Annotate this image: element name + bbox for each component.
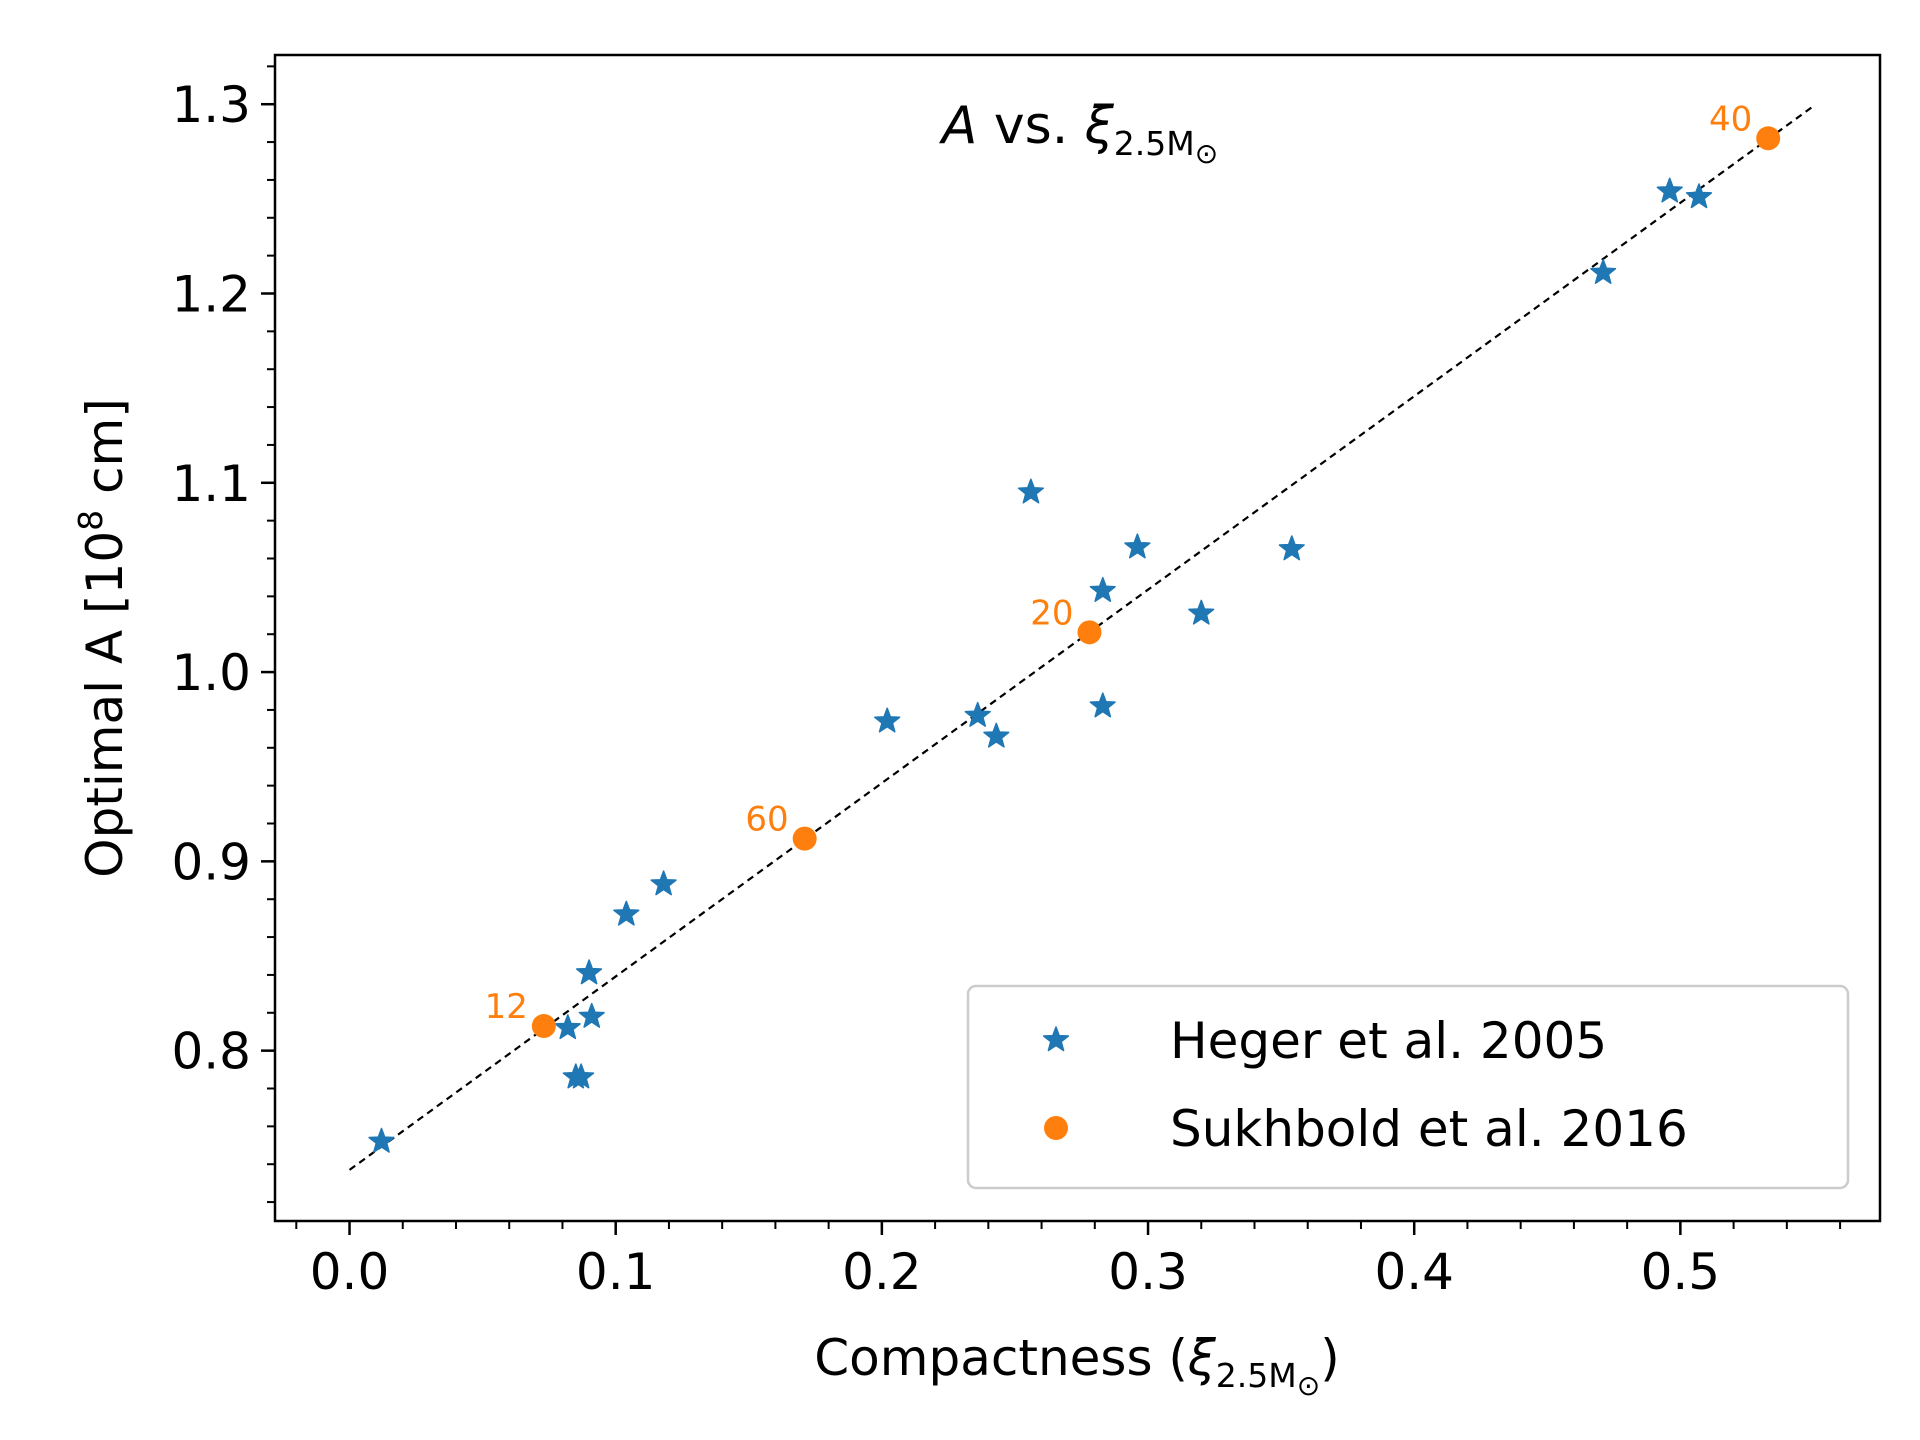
- heger-star-point: [575, 959, 603, 985]
- legend-box: [966, 984, 1850, 1190]
- heger-star-point: [983, 722, 1010, 748]
- heger-star-point: [1089, 576, 1116, 602]
- x-tick-label: 0.3: [1108, 1243, 1188, 1301]
- heger-star-point: [1278, 535, 1305, 561]
- legend: Heger et al. 2005 Sukhbold et al. 2016: [966, 984, 1850, 1190]
- sukhbold-circle-point: [531, 1014, 556, 1039]
- heger-star-point: [1017, 478, 1045, 504]
- chart-title: A vs. ξ2.5M⊙: [939, 96, 1218, 170]
- heger-star-point: [1188, 599, 1215, 625]
- heger-star-point: [1590, 258, 1617, 284]
- point-mass-label: 20: [1030, 593, 1073, 633]
- heger-star-point: [650, 870, 677, 896]
- x-tick-label: 0.5: [1641, 1243, 1721, 1301]
- point-mass-label: 40: [1709, 99, 1752, 139]
- heger-star-point: [1656, 177, 1683, 203]
- legend-circle-marker-shape: [1044, 1116, 1068, 1140]
- heger-star-point: [1124, 533, 1151, 559]
- x-tick-label: 0.1: [576, 1243, 656, 1301]
- legend-label-heger: Heger et al. 2005: [1170, 1012, 1607, 1070]
- y-axis-label: Optimal A [108 cm]: [71, 398, 134, 878]
- point-mass-label: 60: [745, 800, 788, 840]
- y-tick-label: 1.3: [171, 76, 251, 134]
- y-tick-label: 0.8: [171, 1023, 251, 1081]
- data-points-layer: 12 60 20 40: [368, 99, 1781, 1153]
- legend-star-marker: [1042, 1026, 1070, 1052]
- x-tick-label: 0.4: [1374, 1243, 1454, 1301]
- heger-star-point: [554, 1014, 581, 1040]
- x-tick-label: 0.2: [842, 1243, 922, 1301]
- heger-star-point: [613, 900, 640, 926]
- axes-ticks: 0.0 0.1 0.2 0.3 0.4 0.5 0.8 0.9 1.0 1.1 1.2 1.3: [171, 65, 1842, 1301]
- heger-star-point: [1089, 692, 1116, 718]
- legend-label-sukhbold: Sukhbold et al. 2016: [1170, 1100, 1688, 1158]
- plot-frame: [273, 53, 1882, 1223]
- y-tick-label: 0.9: [171, 833, 251, 891]
- sukhbold-circle-point: [1756, 126, 1781, 151]
- y-tick-label: 1.2: [171, 266, 251, 324]
- y-tick-label: 1.0: [171, 644, 251, 702]
- x-tick-label: 0.0: [310, 1243, 390, 1301]
- point-mass-label: 12: [485, 987, 528, 1027]
- legend-circle-marker: [1044, 1116, 1068, 1140]
- heger-star-point: [567, 1063, 595, 1089]
- x-axis-label: Compactness (ξ2.5M⊙): [814, 1329, 1339, 1402]
- heger-star-point: [368, 1127, 395, 1153]
- heger-star-point: [964, 701, 991, 727]
- y-tick-label: 1.1: [171, 455, 251, 513]
- heger-star-point: [874, 707, 901, 733]
- heger-star-point: [1685, 183, 1713, 209]
- legend-star-marker-shape: [1042, 1026, 1070, 1052]
- sukhbold-circle-point: [1077, 620, 1102, 645]
- sukhbold-circle-point: [792, 826, 817, 851]
- heger-star-point: [578, 1002, 605, 1028]
